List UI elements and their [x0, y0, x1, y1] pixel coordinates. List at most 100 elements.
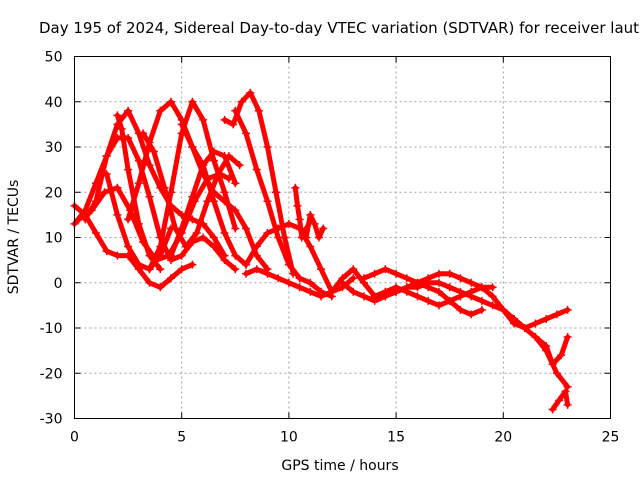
- ticks: 0 5 10 15 20 25 50 40 30 20 10 0 -10 -20 -30: [40, 50, 620, 446]
- data-point: [199, 170, 208, 179]
- data-point: [177, 265, 186, 274]
- data-point: [263, 197, 272, 206]
- data-point: [231, 179, 240, 188]
- data-point: [563, 333, 572, 342]
- data-point: [156, 265, 165, 274]
- series-arc-13: [232, 108, 335, 299]
- data-point: [134, 219, 143, 228]
- data-point: [392, 287, 401, 296]
- data-point: [392, 269, 401, 278]
- y-tick-label: 10: [45, 231, 63, 247]
- series-layer: [70, 88, 572, 414]
- data-point: [359, 274, 368, 283]
- data-point: [295, 283, 304, 292]
- data-point: [188, 192, 197, 201]
- data-point: [134, 156, 143, 165]
- data-point: [139, 129, 148, 138]
- data-point: [160, 183, 169, 192]
- data-point: [252, 165, 261, 174]
- data-point: [488, 292, 497, 301]
- data-point: [91, 197, 100, 206]
- y-tick-label: 40: [45, 95, 63, 111]
- x-axis-label: GPS time / hours: [281, 458, 398, 474]
- data-point: [349, 287, 358, 296]
- data-point: [192, 228, 201, 237]
- data-point: [456, 287, 465, 296]
- data-point: [188, 260, 197, 269]
- data-point: [561, 387, 570, 396]
- data-point: [306, 278, 315, 287]
- data-point: [254, 106, 263, 115]
- y-tick-label: 20: [45, 185, 63, 201]
- data-point: [381, 265, 390, 274]
- data-point: [445, 296, 454, 305]
- data-point: [188, 143, 197, 151]
- data-point: [177, 120, 186, 129]
- grid: [74, 56, 611, 419]
- series-arc-24: [550, 388, 571, 412]
- data-point: [181, 242, 190, 251]
- data-point: [209, 188, 218, 197]
- data-point: [166, 274, 175, 283]
- data-point: [199, 115, 208, 124]
- data-point: [542, 314, 551, 323]
- data-point: [263, 228, 272, 237]
- data-point: [134, 260, 143, 269]
- x-tick-label: 25: [602, 430, 620, 446]
- y-tick-label: -10: [40, 321, 63, 337]
- data-point: [542, 342, 551, 351]
- data-point: [557, 351, 566, 360]
- data-point: [402, 283, 411, 292]
- data-point: [488, 301, 497, 310]
- series-arc-2: [72, 203, 195, 290]
- data-point: [563, 400, 572, 409]
- data-point: [467, 310, 476, 319]
- y-tick-label: -30: [40, 412, 63, 428]
- data-point: [252, 265, 261, 274]
- data-point: [100, 188, 109, 197]
- data-point: [149, 147, 158, 156]
- y-tick-label: 30: [45, 140, 63, 156]
- chart-title: Day 195 of 2024, Sidereal Day-to-day VTE…: [39, 19, 639, 37]
- data-point: [263, 269, 272, 278]
- data-point: [445, 269, 454, 278]
- data-point: [370, 296, 379, 305]
- data-point: [284, 219, 293, 228]
- data-point: [434, 301, 443, 310]
- data-point: [156, 283, 165, 292]
- data-point: [520, 324, 529, 332]
- data-point: [548, 405, 557, 414]
- data-point: [145, 278, 154, 287]
- data-point: [102, 247, 111, 256]
- data-point: [563, 305, 572, 314]
- data-point: [306, 242, 315, 251]
- data-point: [231, 224, 240, 233]
- data-point: [124, 165, 133, 174]
- data-point: [499, 305, 508, 314]
- data-point: [220, 152, 229, 161]
- data-point: [124, 242, 133, 251]
- data-point: [235, 161, 244, 170]
- data-point: [145, 251, 154, 260]
- data-point: [145, 192, 154, 201]
- data-point: [242, 269, 251, 278]
- data-point: [531, 319, 540, 328]
- data-point: [209, 233, 218, 242]
- data-point: [295, 274, 304, 283]
- data-point: [274, 224, 283, 233]
- data-point: [203, 197, 212, 206]
- data-point: [209, 156, 218, 165]
- data-point: [124, 215, 133, 224]
- data-point: [295, 215, 304, 224]
- data-point: [231, 106, 240, 115]
- data-point: [510, 314, 519, 323]
- data-point: [252, 242, 261, 251]
- data-point: [209, 147, 218, 156]
- data-point: [402, 274, 411, 283]
- data-point: [370, 269, 379, 278]
- data-point: [445, 283, 454, 292]
- data-point: [231, 206, 240, 215]
- data-point: [327, 287, 336, 296]
- data-point: [220, 228, 229, 237]
- data-point: [563, 382, 572, 391]
